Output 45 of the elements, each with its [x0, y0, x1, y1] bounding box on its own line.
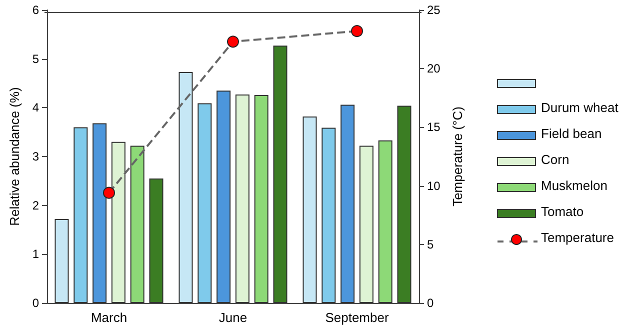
y2-tick-label: 0	[427, 296, 434, 310]
bar	[74, 127, 88, 303]
bar	[322, 128, 336, 303]
y-tick-label: 0	[32, 296, 40, 310]
y-tick-label: 6	[32, 3, 40, 17]
bar	[254, 94, 268, 303]
y-tick-label: 2	[32, 198, 40, 212]
y2-tick-label: 10	[427, 178, 441, 193]
x-tick-label: September	[325, 310, 390, 325]
legend-label: Field bean	[541, 126, 602, 141]
bar	[397, 106, 412, 303]
bar	[178, 72, 193, 303]
bar	[273, 46, 288, 303]
y2-tick-label: 15	[427, 120, 441, 134]
bar	[235, 94, 250, 303]
bar	[359, 146, 374, 303]
bar	[378, 140, 392, 303]
y-tick-label: 5	[32, 52, 40, 66]
point	[351, 25, 363, 38]
bar	[111, 142, 126, 303]
legend-label: Muskmelon	[541, 178, 608, 193]
legend-label: Temperature	[541, 230, 614, 245]
x-tick-label: June	[218, 310, 248, 325]
legend-label: Corn	[541, 152, 570, 167]
bar	[198, 103, 212, 303]
legend-label: Tomato	[541, 204, 584, 219]
y2-axis-title: Temperature (°C)	[450, 106, 466, 206]
point	[103, 186, 115, 199]
y2-tick-label: 25	[427, 3, 441, 17]
y2-tick-label: 20	[427, 62, 441, 76]
point	[227, 36, 239, 48]
bar	[149, 178, 164, 303]
y-tick-label: 4	[32, 100, 40, 115]
bar	[340, 104, 355, 303]
y2-tick-label: 5	[427, 237, 434, 252]
bar	[54, 219, 69, 303]
bar	[130, 146, 144, 303]
x-tick-label: March	[90, 310, 128, 325]
bar	[302, 116, 317, 303]
y-tick-label: 1	[32, 247, 40, 262]
y-tick-label: 3	[32, 150, 40, 164]
legend-label: Durum wheat	[541, 100, 619, 115]
bar	[92, 123, 107, 303]
bar	[216, 90, 231, 303]
y-axis-title: Relative abundance (%)	[7, 87, 22, 226]
